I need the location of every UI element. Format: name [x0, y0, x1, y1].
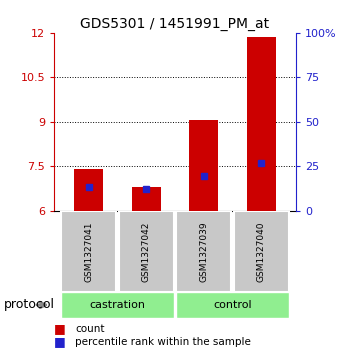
Bar: [176, 211, 231, 292]
Text: control: control: [213, 300, 252, 310]
Text: count: count: [75, 323, 105, 334]
Text: GDS5301 / 1451991_PM_at: GDS5301 / 1451991_PM_at: [80, 17, 270, 30]
Text: GSM1327041: GSM1327041: [84, 221, 93, 282]
Bar: [189, 120, 218, 211]
Bar: [61, 292, 174, 318]
Bar: [132, 187, 161, 211]
Bar: [234, 211, 289, 292]
Bar: [247, 37, 276, 211]
Text: GSM1327042: GSM1327042: [142, 221, 151, 282]
Text: ■: ■: [54, 322, 66, 335]
Text: percentile rank within the sample: percentile rank within the sample: [75, 337, 251, 347]
Bar: [61, 211, 116, 292]
Text: ■: ■: [54, 335, 66, 348]
Text: protocol: protocol: [4, 298, 55, 311]
Text: GSM1327040: GSM1327040: [257, 221, 266, 282]
Bar: [119, 211, 174, 292]
Text: GSM1327039: GSM1327039: [199, 221, 208, 282]
Text: castration: castration: [90, 300, 146, 310]
Bar: [74, 169, 103, 211]
Bar: [176, 292, 289, 318]
